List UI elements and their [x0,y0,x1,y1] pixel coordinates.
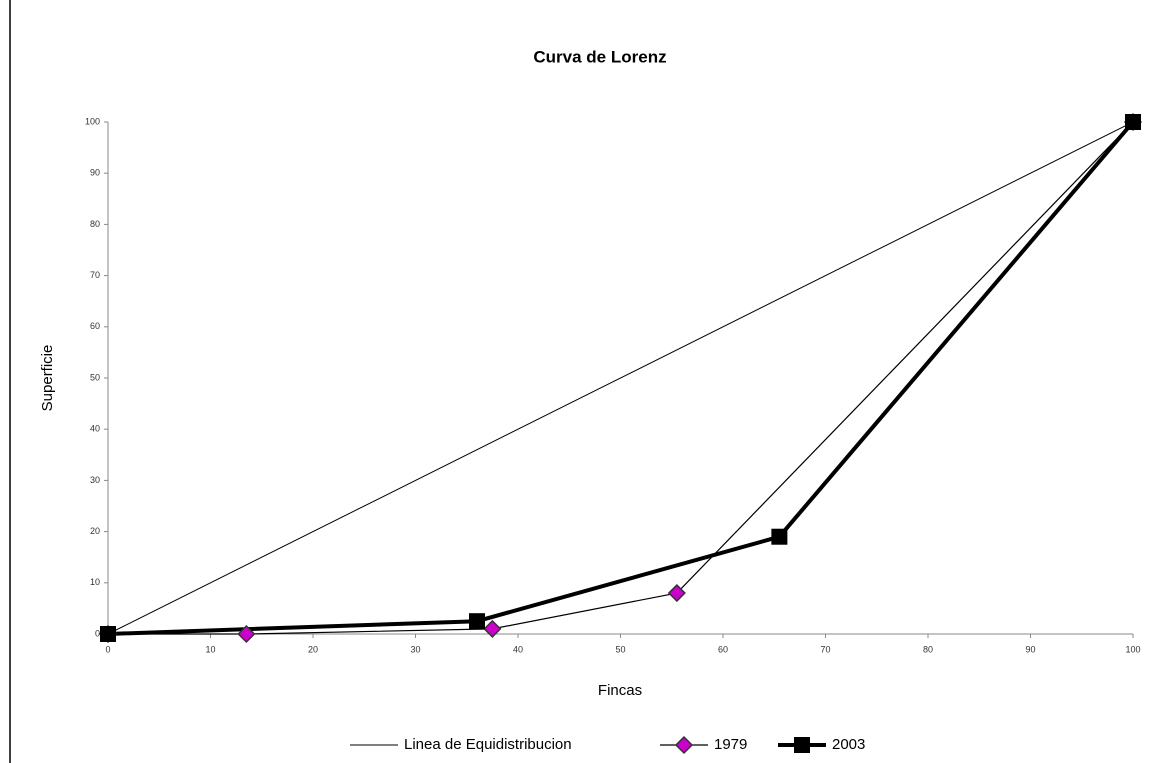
marker-diamond [674,735,694,755]
y-tick-label: 100 [85,116,100,126]
x-tick-label: 80 [923,644,933,654]
y-tick-label: 20 [90,526,100,536]
x-tick-label: 70 [820,644,830,654]
y-tick-label: 90 [90,168,100,178]
y-tick-label: 10 [90,577,100,587]
series-line [107,120,1135,636]
y-tick-label: 70 [90,270,100,280]
chart-title: Curva de Lorenz [533,47,666,66]
marker-diamond [667,583,686,603]
y-tick-label: 60 [90,321,100,331]
marker-square [794,737,810,753]
marker-square [1125,114,1141,130]
y-tick-label: 0 [95,628,100,638]
y-axis-label: Superficie [39,345,56,412]
x-tick-label: 20 [308,644,318,654]
marker-square [100,626,116,642]
legend-label: 2003 [832,736,865,753]
x-tick-label: 100 [1125,644,1140,654]
y-tick-label: 30 [90,475,100,485]
x-tick-label: 0 [105,644,110,654]
y-tick-label: 50 [90,372,100,382]
y-tick-label: 40 [90,424,100,434]
x-tick-label: 50 [615,644,625,654]
x-tick-label: 40 [513,644,523,654]
x-tick-label: 10 [205,644,215,654]
marker-diamond [237,624,256,644]
x-axis-label: Fincas [598,682,642,699]
series-line [107,121,1134,635]
marker-diamond [483,619,502,638]
marker-square [771,528,788,545]
x-tick-label: 90 [1025,644,1035,654]
legend-label: 1979 [714,736,747,753]
x-tick-label: 60 [718,644,728,654]
legend-label: Linea de Equidistribucion [404,736,572,753]
y-tick-label: 80 [90,219,100,229]
marker-square [469,613,485,630]
x-tick-label: 30 [410,644,420,654]
